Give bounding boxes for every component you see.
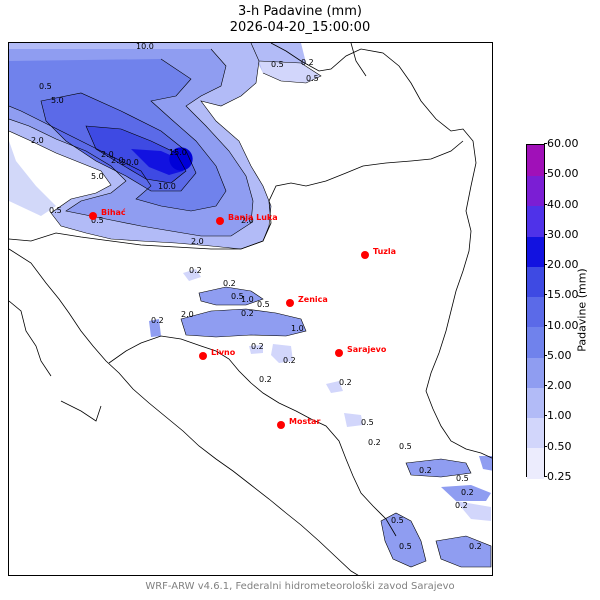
colorbar-segment <box>527 205 544 237</box>
precip-field-southeast <box>381 456 492 567</box>
contour-label: 0.2 <box>151 316 164 325</box>
city-marker <box>286 299 294 307</box>
contour-label: 0.5 <box>391 516 404 525</box>
colorbar-tick-label: 15.00 <box>544 288 579 302</box>
contour-label: 0.2 <box>469 542 482 551</box>
map-title: 3-h Padavine (mm) <box>238 4 362 19</box>
colorbar-tick-label: 60.00 <box>544 137 579 150</box>
city-label: Zenica <box>298 295 328 304</box>
contour-label: 0.5 <box>361 418 374 427</box>
contour-label: 5.0 <box>91 172 104 181</box>
contour-label: 0.5 <box>456 474 469 483</box>
contour-label: 0.5 <box>49 206 62 215</box>
contour-label: 2.0 <box>111 156 124 165</box>
precip-field-central <box>149 269 363 427</box>
contour-label: 1.0 <box>241 295 254 304</box>
contour-label: 0.5 <box>399 442 412 451</box>
colorbar-segment <box>527 326 544 358</box>
colorbar-tick-label: 40.00 <box>544 197 579 211</box>
colorbar-segment <box>527 387 544 419</box>
contour-label: 0.2 <box>259 375 272 384</box>
footer-credit: WRF-ARW v4.6.1, Federalni hidrometeorolo… <box>145 581 455 592</box>
colorbar-tick-label: 50.00 <box>544 167 579 181</box>
contour-label: 0.2 <box>251 342 264 351</box>
contour-label: 2.0 <box>191 237 204 246</box>
contour-label: 0.2 <box>283 356 296 365</box>
contour-label: 0.2 <box>241 309 254 318</box>
contour-label: 0.2 <box>189 266 202 275</box>
contour-label: 0.2 <box>223 279 236 288</box>
city-marker <box>335 349 343 357</box>
contour-label: 0.2 <box>419 466 432 475</box>
contour-label: 5.0 <box>51 96 64 105</box>
city-marker <box>277 421 285 429</box>
city-marker <box>199 352 207 360</box>
contour-label: 0.5 <box>306 74 319 83</box>
contour-labels: 0.55.010.02.00.20.50.52.02.015.020.010.0… <box>31 43 482 551</box>
city-label: Bihać <box>101 207 126 217</box>
precipitation-map: 0.5 5.0 10.0 2.0 0.2 0.5 0.5 2.0 2.0 15.0 20.0 10.0… <box>8 42 493 576</box>
colorbar-segment <box>527 447 544 479</box>
colorbar-tick-label: 20.00 <box>544 258 579 272</box>
contour-label: 0.2 <box>339 378 352 387</box>
city-marker <box>89 212 97 220</box>
contour-label: 15.0 <box>169 148 187 157</box>
contour-label: 0.2 <box>301 58 314 67</box>
contour-label: 1.0 <box>291 324 304 333</box>
contour-label: 2.0 <box>241 216 254 225</box>
contour-label: 10.0 <box>136 43 154 51</box>
contour-label: 2.0 <box>101 150 114 159</box>
city-markers: Bihać Banja Luka Tuzla Zenica Sarajevo Livno M… <box>89 207 396 429</box>
contour-label: 0.5 <box>257 300 270 309</box>
colorbar-segment <box>527 417 544 449</box>
contour-label: 0.5 <box>91 216 104 225</box>
city-label: Sarajevo <box>347 345 387 354</box>
city-label: Tuzla <box>373 247 396 256</box>
contour-label: 2.0 <box>181 310 194 319</box>
colorbar-tick-label: 10.00 <box>544 318 579 332</box>
contour-label: 0.5 <box>271 60 284 69</box>
contour-label: 0.5 <box>39 82 52 91</box>
city-marker <box>361 251 369 259</box>
contour-lines <box>9 43 492 568</box>
map-timestamp: 2026-04-20_15:00:00 <box>229 20 371 35</box>
contour-label: 0.5 <box>399 542 412 551</box>
colorbar-segment <box>527 235 544 267</box>
colorbar-segment <box>527 356 544 388</box>
colorbar-tick-label: 30.00 <box>544 227 579 241</box>
colorbar <box>526 144 545 479</box>
colorbar-tick-label: 2.00 <box>544 379 572 393</box>
city-label: Livno <box>211 348 236 357</box>
colorbar-segment <box>527 145 544 176</box>
colorbar-tick-label: 0.25 <box>544 470 572 483</box>
contour-label: 10.0 <box>158 182 176 191</box>
contour-label: 0.2 <box>368 438 381 447</box>
colorbar-segment <box>527 296 544 328</box>
contour-label: 20.0 <box>121 158 139 167</box>
colorbar-tick-label: 5.00 <box>544 348 572 362</box>
city-label: Mostar <box>289 417 320 426</box>
contour-label: 0.5 <box>231 292 244 301</box>
city-marker <box>216 217 224 225</box>
colorbar-label: Padavine (mm) <box>575 268 589 352</box>
colorbar-segment <box>527 175 544 207</box>
colorbar-tick-label: 0.50 <box>544 439 572 453</box>
contour-label: 2.0 <box>31 136 44 145</box>
contour-label: 0.2 <box>461 488 474 497</box>
contour-label: 0.2 <box>455 501 468 510</box>
city-label: Banja Luka <box>228 213 278 222</box>
colorbar-tick-label: 1.00 <box>544 409 572 423</box>
colorbar-segment <box>527 266 544 298</box>
